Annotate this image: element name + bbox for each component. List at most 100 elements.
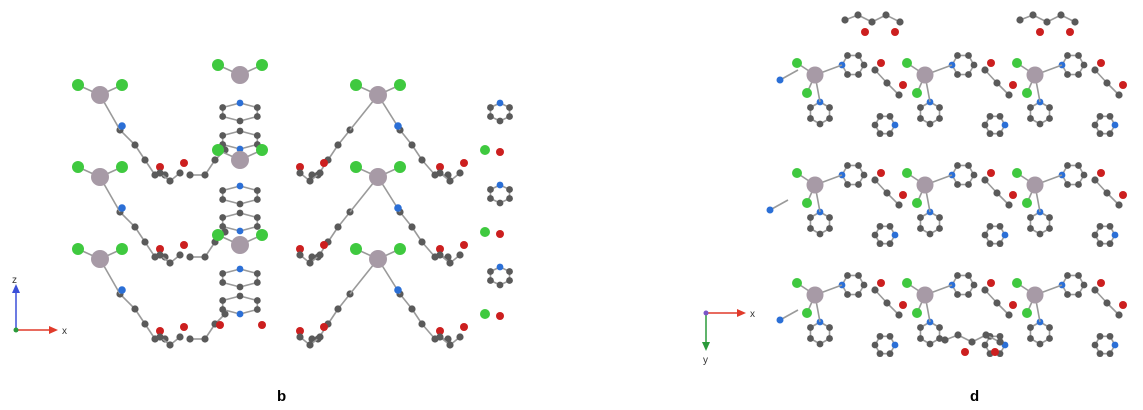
oxygen-atom [877, 59, 885, 67]
carbon-atom [936, 104, 943, 111]
carbon-atom [895, 201, 903, 209]
carbon-atom [444, 253, 452, 261]
carbon-atom [219, 270, 227, 277]
oxygen-atom [1066, 28, 1074, 36]
chlorine-atom [802, 88, 812, 98]
carbon-atom [871, 121, 879, 129]
carbon-atom [201, 335, 209, 343]
carbon-atom [883, 79, 891, 87]
carbon-atom [886, 130, 894, 138]
oxygen-atom [899, 191, 907, 199]
chlorine-atom [902, 58, 912, 68]
carbon-atom [1091, 286, 1099, 294]
carbon-atom [201, 253, 209, 261]
carbon-atom [1027, 335, 1034, 342]
carbon-atom [826, 104, 833, 111]
carbon-atom [826, 324, 833, 331]
chlorine-atom [802, 198, 812, 208]
carbon-atom [996, 112, 1004, 120]
carbon-atom [954, 272, 961, 279]
carbon-atom [487, 195, 494, 202]
axis-origin [703, 310, 709, 316]
oxygen-atom [991, 348, 999, 356]
carbon-atom [131, 223, 139, 231]
carbon-atom [970, 171, 978, 179]
carbon-atom [253, 187, 261, 194]
chlorine-atom [116, 161, 128, 173]
carbon-atom [1103, 79, 1111, 87]
carbon-atom [1091, 121, 1099, 129]
carbon-atom [296, 169, 304, 177]
carbon-atom [219, 297, 227, 304]
carbon-atom [253, 279, 261, 286]
carbon-atom [844, 52, 851, 59]
chlorine-atom [1012, 58, 1022, 68]
carbon-atom [954, 162, 961, 169]
carbon-atom [131, 305, 139, 313]
nitrogen-atom [1111, 231, 1119, 239]
carbon-atom [316, 169, 324, 177]
carbon-atom [1103, 299, 1111, 307]
carbon-atom [876, 112, 884, 120]
carbon-atom [253, 223, 261, 230]
horizontal-axis-label: x [750, 309, 755, 320]
carbon-atom [487, 268, 494, 275]
metal-atom [91, 86, 109, 104]
carbon-atom [176, 333, 184, 341]
carbon-atom [436, 251, 444, 259]
chlorine-atom [350, 243, 362, 255]
chlorine-atom [792, 168, 802, 178]
nitrogen-atom [1111, 121, 1119, 129]
carbon-atom [981, 286, 989, 294]
oxygen-atom [877, 279, 885, 287]
nitrogen-atom [118, 122, 126, 130]
carbon-atom [316, 251, 324, 259]
carbon-atom [308, 335, 316, 343]
nitrogen-atom [496, 263, 504, 271]
metal-atom [369, 86, 387, 104]
carbon-atom [844, 291, 851, 298]
chlorine-atom [72, 243, 84, 255]
carbon-atom [446, 177, 454, 185]
oxygen-atom [891, 28, 899, 36]
oxygen-atom [496, 230, 504, 238]
carbon-atom [917, 324, 924, 331]
carbon-atom [156, 333, 164, 341]
oxygen-atom [156, 327, 164, 335]
carbon-atom [219, 113, 227, 120]
carbon-atom [886, 350, 894, 358]
carbon-atom [1075, 291, 1082, 298]
carbon-atom [219, 214, 227, 221]
carbon-atom [176, 169, 184, 177]
chlorine-atom [212, 229, 224, 241]
carbon-atom [886, 240, 894, 248]
carbon-atom [506, 268, 513, 275]
carbon-atom [965, 272, 972, 279]
oxygen-atom [180, 241, 188, 249]
carbon-atom [807, 324, 814, 331]
chlorine-atom [902, 168, 912, 178]
carbon-atom [917, 104, 924, 111]
metal-atom [231, 151, 249, 169]
panel-d: x y d [690, 0, 1143, 410]
oxygen-atom [1009, 191, 1017, 199]
carbon-atom [855, 272, 862, 279]
carbon-atom [954, 331, 962, 339]
carbon-atom [1057, 11, 1065, 19]
carbon-atom [1027, 324, 1034, 331]
chlorine-atom [1022, 308, 1032, 318]
chlorine-atom [116, 79, 128, 91]
oxygen-atom [460, 323, 468, 331]
nitrogen-atom [776, 316, 784, 324]
carbon-atom [871, 176, 879, 184]
carbon-atom [201, 171, 209, 179]
nitrogen-atom [394, 122, 402, 130]
carbon-atom [841, 16, 849, 24]
carbon-atom [954, 71, 961, 78]
carbon-atom [1091, 176, 1099, 184]
carbon-atom [186, 171, 194, 179]
carbon-atom [986, 130, 994, 138]
nitrogen-atom [236, 310, 244, 318]
metal-atom [916, 66, 934, 84]
nitrogen-atom [118, 286, 126, 294]
